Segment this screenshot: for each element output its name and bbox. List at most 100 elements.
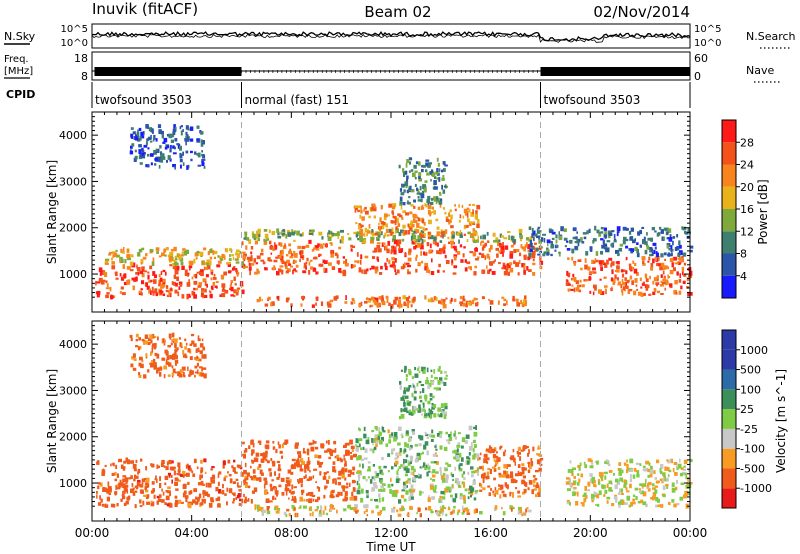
- data-cell: [203, 165, 206, 169]
- data-cell: [97, 482, 101, 485]
- data-cell: [299, 505, 302, 509]
- data-cell: [459, 463, 463, 467]
- data-cell: [496, 457, 500, 462]
- velocity-colorbar-tick-label: 1000: [740, 344, 768, 357]
- data-cell: [409, 211, 413, 215]
- data-cell: [473, 297, 477, 301]
- data-cell: [329, 449, 333, 455]
- data-cell: [442, 511, 444, 516]
- data-cell: [169, 257, 172, 261]
- data-cell: [200, 480, 204, 486]
- data-cell: [440, 497, 443, 503]
- data-cell: [493, 459, 496, 462]
- data-cell: [689, 292, 693, 296]
- data-cell: [653, 277, 658, 282]
- data-cell: [100, 498, 103, 503]
- data-cell: [416, 382, 419, 387]
- data-cell: [493, 239, 497, 243]
- data-cell: [521, 467, 525, 471]
- data-cell: [639, 483, 643, 487]
- data-cell: [495, 451, 498, 454]
- data-cell: [116, 503, 119, 507]
- data-cell: [680, 257, 683, 262]
- data-cell: [174, 138, 178, 142]
- data-cell: [152, 488, 155, 492]
- data-cell: [140, 149, 145, 153]
- data-cell: [267, 257, 270, 262]
- data-cell: [382, 242, 386, 245]
- data-cell: [604, 263, 608, 268]
- data-cell: [585, 279, 590, 282]
- data-cell: [408, 412, 412, 416]
- data-cell: [468, 222, 472, 227]
- data-cell: [348, 237, 352, 241]
- data-cell: [521, 479, 525, 485]
- data-cell: [240, 472, 244, 477]
- data-cell: [532, 446, 535, 452]
- data-cell: [414, 406, 417, 411]
- data-cell: [479, 482, 481, 487]
- data-cell: [218, 471, 222, 475]
- data-cell: [435, 461, 439, 465]
- data-cell: [485, 476, 488, 480]
- data-cell: [195, 257, 198, 260]
- data-cell: [331, 266, 336, 270]
- data-cell: [367, 469, 371, 472]
- data-cell: [683, 494, 687, 499]
- data-cell: [128, 477, 132, 480]
- data-cell: [642, 292, 646, 296]
- data-cell: [354, 207, 357, 213]
- data-cell: [367, 476, 370, 479]
- data-cell: [168, 503, 173, 508]
- data-cell: [285, 480, 289, 483]
- data-cell: [402, 224, 406, 229]
- data-cell: [202, 499, 206, 502]
- data-cell: [393, 506, 396, 510]
- data-cell: [523, 467, 527, 471]
- data-cell: [410, 411, 414, 416]
- data-cell: [671, 249, 674, 252]
- data-cell: [486, 265, 488, 269]
- data-cell: [241, 241, 244, 246]
- data-cell: [669, 234, 672, 238]
- data-cell: [617, 492, 621, 495]
- data-cell: [209, 249, 213, 254]
- data-cell: [189, 266, 191, 271]
- data-cell: [523, 247, 526, 252]
- data-cell: [174, 261, 178, 265]
- data-cell: [103, 487, 107, 493]
- data-cell: [289, 255, 294, 259]
- data-cell: [435, 171, 439, 175]
- data-cell: [427, 231, 431, 235]
- data-cell: [145, 340, 148, 345]
- data-cell: [215, 281, 219, 283]
- data-cell: [453, 505, 456, 509]
- data-cell: [132, 487, 135, 490]
- data-cell: [492, 454, 497, 459]
- data-cell: [400, 464, 403, 467]
- data-cell: [189, 356, 193, 360]
- data-cell: [227, 270, 232, 274]
- data-cell: [489, 300, 494, 305]
- data-cell: [286, 297, 290, 301]
- data-cell: [229, 284, 232, 289]
- data-cell: [243, 499, 247, 504]
- data-cell: [111, 472, 115, 476]
- data-cell: [530, 247, 535, 250]
- data-cell: [260, 470, 263, 475]
- data-cell: [202, 346, 205, 351]
- data-cell: [527, 509, 532, 513]
- data-cell: [383, 465, 387, 469]
- data-cell: [379, 469, 383, 475]
- data-cell: [566, 240, 569, 243]
- data-cell: [663, 227, 667, 231]
- data-cell: [147, 147, 150, 150]
- data-cell: [475, 302, 479, 307]
- data-cell: [626, 468, 629, 474]
- data-cell: [487, 269, 491, 274]
- data-cell: [668, 469, 672, 473]
- data-cell: [653, 249, 656, 254]
- data-cell: [358, 463, 361, 468]
- data-cell: [658, 263, 661, 267]
- data-cell: [574, 241, 578, 244]
